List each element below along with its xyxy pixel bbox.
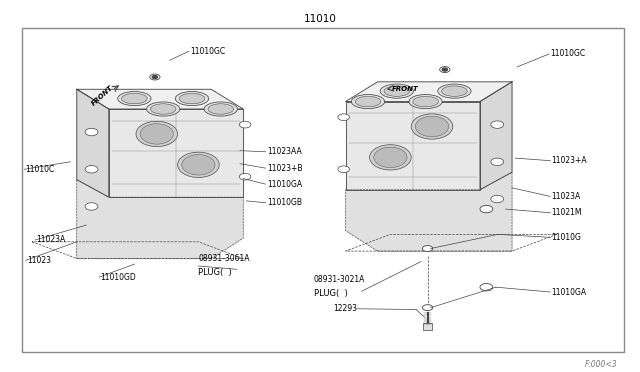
- Circle shape: [442, 68, 447, 71]
- Ellipse shape: [147, 102, 180, 116]
- Bar: [22, 28, 624, 352]
- Circle shape: [85, 166, 98, 173]
- Ellipse shape: [384, 86, 410, 96]
- Ellipse shape: [438, 84, 471, 98]
- Text: 11023AA: 11023AA: [267, 147, 301, 156]
- Ellipse shape: [122, 93, 147, 104]
- Ellipse shape: [175, 92, 209, 106]
- Ellipse shape: [118, 92, 151, 106]
- Ellipse shape: [409, 94, 442, 109]
- Text: 11023: 11023: [27, 256, 51, 265]
- Ellipse shape: [380, 84, 413, 98]
- Ellipse shape: [204, 102, 237, 116]
- Circle shape: [239, 121, 251, 128]
- Circle shape: [491, 158, 504, 166]
- Circle shape: [85, 128, 98, 136]
- Circle shape: [422, 246, 433, 251]
- Circle shape: [480, 205, 493, 213]
- Ellipse shape: [442, 86, 467, 96]
- Text: 11023+B: 11023+B: [267, 164, 302, 173]
- Ellipse shape: [415, 116, 449, 137]
- Text: 11010G: 11010G: [552, 233, 582, 242]
- Ellipse shape: [179, 93, 205, 104]
- Circle shape: [338, 166, 349, 173]
- Text: PLUG(  ): PLUG( ): [198, 268, 232, 277]
- Text: PLUG(  ): PLUG( ): [314, 289, 348, 298]
- Polygon shape: [109, 109, 243, 197]
- Ellipse shape: [412, 114, 453, 139]
- Circle shape: [491, 121, 504, 128]
- Circle shape: [422, 305, 433, 311]
- Text: 11010GB: 11010GB: [267, 198, 302, 207]
- Ellipse shape: [140, 124, 173, 144]
- Polygon shape: [480, 82, 512, 190]
- Polygon shape: [346, 172, 512, 251]
- Ellipse shape: [374, 147, 407, 167]
- Polygon shape: [346, 82, 512, 102]
- Circle shape: [152, 76, 157, 78]
- Text: 11023A: 11023A: [552, 192, 581, 201]
- Ellipse shape: [351, 94, 385, 109]
- Circle shape: [491, 195, 504, 203]
- Text: 11010C: 11010C: [26, 165, 55, 174]
- Ellipse shape: [208, 104, 234, 114]
- Circle shape: [85, 203, 98, 210]
- Polygon shape: [77, 89, 109, 197]
- Ellipse shape: [355, 96, 381, 107]
- Circle shape: [338, 114, 349, 121]
- Text: 11010GA: 11010GA: [552, 288, 587, 296]
- Text: 12293: 12293: [333, 304, 357, 313]
- Circle shape: [480, 283, 493, 291]
- Text: FRONT: FRONT: [392, 86, 419, 92]
- Polygon shape: [77, 180, 243, 259]
- Ellipse shape: [370, 145, 412, 170]
- Text: FRONT: FRONT: [90, 85, 115, 107]
- Ellipse shape: [178, 152, 220, 177]
- Text: 11010GC: 11010GC: [550, 49, 586, 58]
- Text: 11010: 11010: [303, 14, 337, 23]
- Text: 11010GD: 11010GD: [100, 273, 136, 282]
- Circle shape: [239, 173, 251, 180]
- Circle shape: [440, 67, 450, 73]
- Text: 08931-3061A: 08931-3061A: [198, 254, 250, 263]
- Ellipse shape: [413, 96, 438, 107]
- Polygon shape: [346, 102, 480, 190]
- Ellipse shape: [136, 121, 178, 147]
- Polygon shape: [77, 89, 243, 109]
- Circle shape: [150, 74, 160, 80]
- Text: F:000<3: F:000<3: [585, 360, 618, 369]
- Bar: [423, 323, 432, 330]
- Text: 08931-3021A: 08931-3021A: [314, 275, 365, 284]
- Text: 11021M: 11021M: [552, 208, 582, 217]
- Ellipse shape: [182, 155, 215, 175]
- Text: 11023A: 11023A: [36, 235, 66, 244]
- Ellipse shape: [150, 104, 176, 114]
- Text: 11010GC: 11010GC: [190, 47, 225, 56]
- Text: 11023+A: 11023+A: [552, 156, 588, 165]
- Text: 11010GA: 11010GA: [267, 180, 302, 189]
